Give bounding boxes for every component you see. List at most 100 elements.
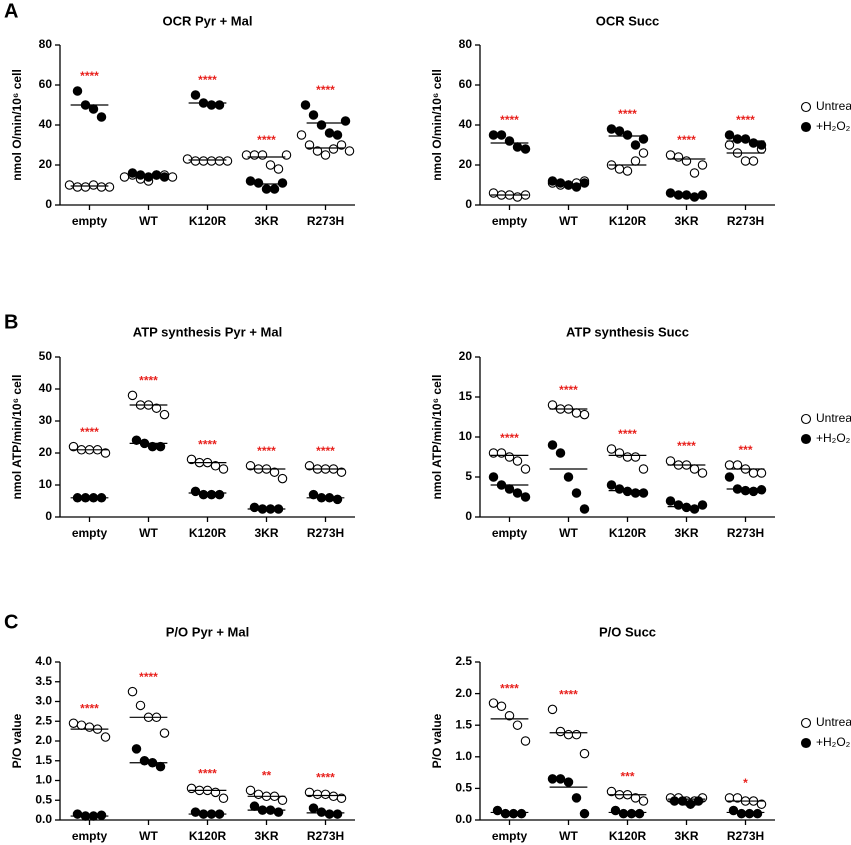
y-axis-label: nmol ATP/min/10⁶ cell bbox=[10, 375, 24, 500]
data-point bbox=[210, 787, 221, 798]
significance: **** bbox=[257, 444, 276, 458]
data-point bbox=[131, 435, 142, 445]
y-tick-label: 20 bbox=[39, 445, 53, 459]
data-point bbox=[96, 112, 107, 122]
data-point bbox=[488, 472, 499, 482]
data-point bbox=[740, 156, 751, 166]
data-point bbox=[571, 488, 582, 498]
data-point bbox=[336, 467, 347, 477]
data-point bbox=[520, 144, 531, 154]
significance: *** bbox=[738, 443, 752, 457]
data-point bbox=[253, 178, 264, 188]
significance: **** bbox=[198, 767, 217, 781]
data-point bbox=[488, 698, 499, 708]
data-point bbox=[728, 805, 739, 816]
data-point bbox=[119, 172, 130, 182]
y-tick-label: 2.0 bbox=[455, 686, 472, 700]
x-tick-label: R273H bbox=[307, 829, 344, 843]
data-point bbox=[614, 164, 625, 174]
data-point bbox=[606, 124, 617, 134]
data-point bbox=[131, 744, 142, 754]
data-point bbox=[606, 786, 617, 797]
data-point bbox=[304, 140, 315, 150]
y-tick-label: 1.5 bbox=[35, 753, 52, 767]
legend-label: Untreated bbox=[816, 99, 851, 113]
data-point bbox=[253, 789, 264, 800]
data-point bbox=[214, 100, 225, 110]
data-point bbox=[665, 188, 676, 198]
x-tick-label: K120R bbox=[609, 829, 647, 843]
data-point bbox=[340, 116, 351, 126]
data-point bbox=[269, 184, 280, 194]
y-tick-label: 80 bbox=[459, 37, 473, 51]
data-point bbox=[547, 440, 558, 450]
data-point bbox=[488, 130, 499, 140]
data-point bbox=[249, 502, 260, 513]
data-point bbox=[68, 441, 79, 452]
data-point bbox=[72, 182, 83, 192]
data-point bbox=[64, 180, 75, 190]
data-point bbox=[167, 172, 178, 182]
data-point bbox=[622, 486, 633, 497]
data-point bbox=[249, 150, 260, 160]
x-tick-label: empty bbox=[492, 829, 528, 843]
significance: **** bbox=[559, 383, 578, 397]
significance: **** bbox=[500, 113, 519, 127]
chart-title: P/O Succ bbox=[599, 624, 656, 639]
data-point bbox=[159, 409, 170, 420]
data-point bbox=[88, 104, 99, 114]
y-tick-label: 20 bbox=[39, 157, 53, 171]
data-point bbox=[614, 126, 625, 136]
data-point bbox=[84, 722, 95, 732]
x-tick-label: WT bbox=[559, 526, 578, 540]
significance: **** bbox=[677, 439, 696, 453]
legend-marker bbox=[800, 737, 812, 749]
data-point bbox=[100, 448, 111, 458]
y-tick-label: 20 bbox=[459, 349, 473, 363]
y-tick-label: 60 bbox=[39, 77, 53, 91]
x-tick-label: R273H bbox=[727, 829, 764, 843]
data-point bbox=[190, 156, 201, 166]
legend-marker bbox=[800, 121, 812, 133]
x-tick-label: WT bbox=[139, 829, 158, 843]
data-point bbox=[736, 808, 747, 819]
data-point bbox=[324, 809, 335, 819]
significance: **** bbox=[80, 425, 99, 439]
data-point bbox=[336, 140, 347, 150]
data-point bbox=[748, 468, 759, 478]
data-point bbox=[277, 795, 288, 805]
data-point bbox=[308, 803, 319, 813]
panel-label: A bbox=[4, 0, 18, 22]
x-tick-label: 3KR bbox=[254, 829, 278, 843]
data-point bbox=[724, 130, 735, 140]
y-axis-label: nmol ATP/min/10⁶ cell bbox=[430, 375, 444, 500]
data-point bbox=[724, 140, 735, 150]
data-point bbox=[732, 460, 743, 470]
data-point bbox=[740, 485, 751, 496]
chart-title: OCR Succ bbox=[596, 13, 660, 28]
y-tick-label: 80 bbox=[39, 37, 53, 51]
data-point bbox=[665, 496, 676, 506]
data-point bbox=[500, 808, 511, 819]
y-tick-label: 15 bbox=[459, 389, 473, 403]
data-point bbox=[724, 460, 735, 470]
data-point bbox=[100, 732, 111, 742]
data-point bbox=[88, 180, 99, 190]
y-tick-label: 1.0 bbox=[35, 773, 52, 787]
data-point bbox=[610, 805, 621, 816]
y-tick-label: 0.0 bbox=[455, 812, 472, 826]
data-point bbox=[732, 793, 743, 803]
chart-title: OCR Pyr + Mal bbox=[163, 13, 253, 28]
data-point bbox=[186, 454, 197, 465]
y-tick-label: 0 bbox=[45, 509, 52, 523]
data-point bbox=[206, 489, 217, 500]
legend-label: +H₂O₂ bbox=[816, 735, 851, 749]
x-tick-label: 3KR bbox=[674, 829, 698, 843]
data-point bbox=[496, 701, 507, 711]
data-point bbox=[689, 464, 700, 474]
significance: **** bbox=[618, 107, 637, 121]
data-point bbox=[579, 504, 590, 514]
data-point bbox=[316, 807, 327, 817]
legend-marker bbox=[800, 413, 812, 425]
data-point bbox=[681, 502, 692, 513]
